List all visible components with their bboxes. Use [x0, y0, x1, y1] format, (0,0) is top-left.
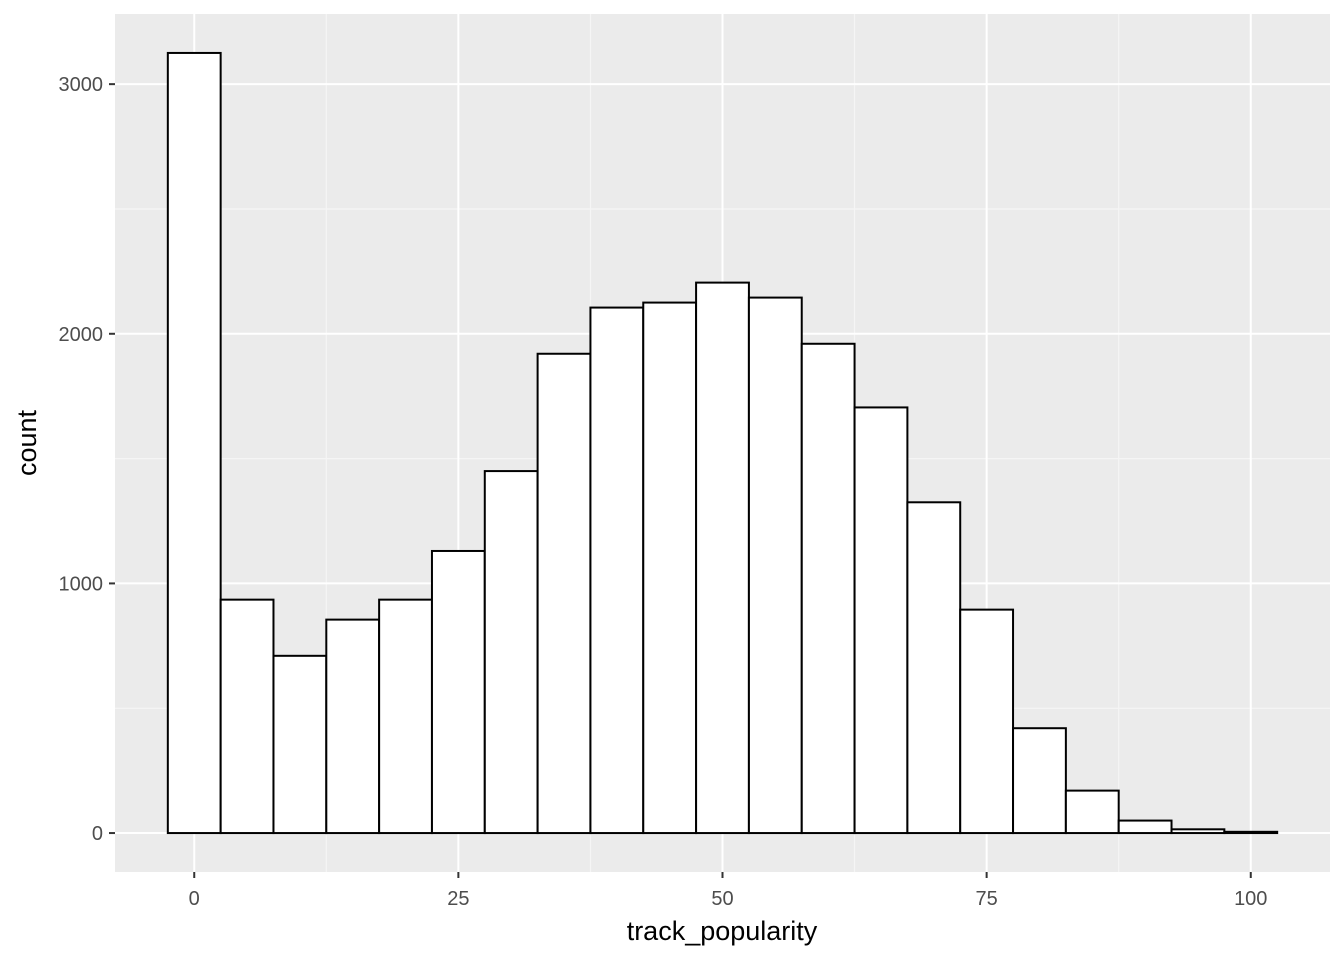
x-tick-label: 0 [189, 888, 200, 910]
histogram-bar [483, 470, 539, 835]
histogram-bar [747, 296, 803, 835]
histogram-bar [1223, 830, 1279, 835]
histogram-bar [219, 598, 275, 835]
y-tick-label: 3000 [59, 74, 104, 96]
x-tick-label: 50 [711, 888, 733, 910]
histogram-bar [378, 598, 433, 835]
y-axis-title: count [12, 409, 42, 476]
histogram-bar [695, 281, 750, 835]
y-tick-label: 1000 [59, 573, 104, 595]
x-tick-label: 75 [976, 888, 998, 910]
y-tick-label: 2000 [59, 324, 104, 346]
histogram-bar [430, 549, 486, 835]
histogram-bar [1012, 727, 1067, 835]
histogram-bar [325, 618, 381, 835]
histogram-bar [589, 306, 645, 835]
x-tick-label: 100 [1234, 888, 1267, 910]
histogram-bar [800, 342, 856, 835]
histogram-bar [959, 608, 1015, 835]
histogram-bar [536, 352, 592, 835]
histogram-bar [1064, 789, 1120, 835]
histogram-bar [166, 51, 222, 835]
histogram-bar [853, 406, 909, 835]
histogram-bar [906, 501, 962, 835]
x-tick-label: 25 [447, 888, 469, 910]
x-axis-title: track_popularity [627, 916, 818, 946]
x-axis-ticks: 0 25 50 75 100 [189, 872, 1267, 910]
histogram-bar [1117, 819, 1173, 835]
histogram-bar [1170, 828, 1226, 835]
histogram-bars [166, 51, 1279, 835]
histogram-bar [642, 301, 698, 835]
y-axis-ticks: 0 1000 2000 3000 [59, 74, 115, 845]
y-tick-label: 0 [92, 823, 103, 845]
histogram-bar [272, 654, 328, 835]
